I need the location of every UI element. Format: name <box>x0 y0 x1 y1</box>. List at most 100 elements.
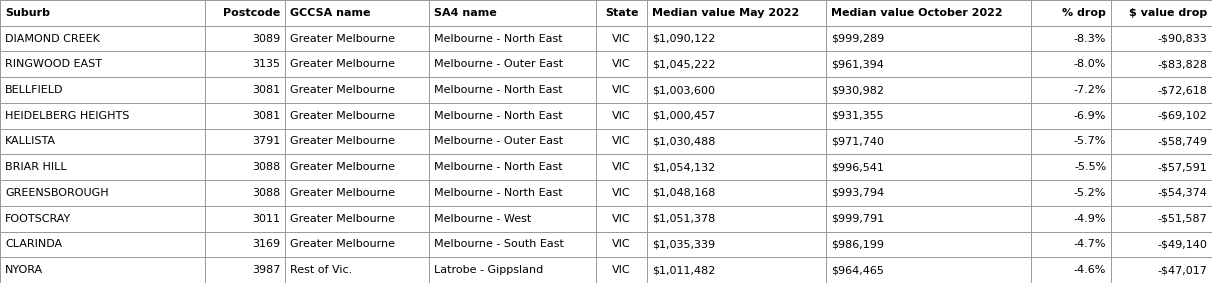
Bar <box>0 154 1212 180</box>
Text: $930,982: $930,982 <box>831 85 884 95</box>
Text: -$49,140: -$49,140 <box>1157 239 1207 249</box>
Text: -$51,587: -$51,587 <box>1157 214 1207 224</box>
Text: VIC: VIC <box>612 239 631 249</box>
Text: $ value drop: $ value drop <box>1128 8 1207 18</box>
Text: $1,011,482: $1,011,482 <box>652 265 715 275</box>
Text: -4.6%: -4.6% <box>1074 265 1107 275</box>
Text: BRIAR HILL: BRIAR HILL <box>5 162 67 172</box>
Text: $931,355: $931,355 <box>831 111 884 121</box>
Text: -4.7%: -4.7% <box>1074 239 1107 249</box>
Text: 3081: 3081 <box>252 85 280 95</box>
Text: $961,394: $961,394 <box>831 59 884 69</box>
Text: KALLISTA: KALLISTA <box>5 136 56 147</box>
Text: $1,030,488: $1,030,488 <box>652 136 715 147</box>
Text: HEIDELBERG HEIGHTS: HEIDELBERG HEIGHTS <box>5 111 130 121</box>
Text: Greater Melbourne: Greater Melbourne <box>291 162 395 172</box>
Text: 3089: 3089 <box>252 34 280 44</box>
Text: BELLFIELD: BELLFIELD <box>5 85 63 95</box>
Text: -5.7%: -5.7% <box>1074 136 1107 147</box>
Bar <box>0 129 1212 154</box>
Text: 3791: 3791 <box>252 136 280 147</box>
Text: $1,090,122: $1,090,122 <box>652 34 715 44</box>
Text: $1,051,378: $1,051,378 <box>652 214 715 224</box>
Text: Greater Melbourne: Greater Melbourne <box>291 111 395 121</box>
Text: $1,003,600: $1,003,600 <box>652 85 715 95</box>
Text: -$72,618: -$72,618 <box>1157 85 1207 95</box>
Text: VIC: VIC <box>612 188 631 198</box>
Bar <box>0 26 1212 52</box>
Text: $996,541: $996,541 <box>831 162 884 172</box>
Text: Melbourne - Outer East: Melbourne - Outer East <box>434 136 562 147</box>
Text: Latrobe - Gippsland: Latrobe - Gippsland <box>434 265 543 275</box>
Text: Suburb: Suburb <box>5 8 50 18</box>
Text: $1,000,457: $1,000,457 <box>652 111 715 121</box>
Text: Postcode: Postcode <box>223 8 280 18</box>
Text: VIC: VIC <box>612 136 631 147</box>
Text: -$57,591: -$57,591 <box>1157 162 1207 172</box>
Text: Greater Melbourne: Greater Melbourne <box>291 59 395 69</box>
Text: Greater Melbourne: Greater Melbourne <box>291 188 395 198</box>
Text: $999,289: $999,289 <box>831 34 885 44</box>
Text: -5.5%: -5.5% <box>1074 162 1107 172</box>
Text: Melbourne - North East: Melbourne - North East <box>434 111 562 121</box>
Text: 3088: 3088 <box>252 188 280 198</box>
Text: $1,045,222: $1,045,222 <box>652 59 715 69</box>
Text: $971,740: $971,740 <box>831 136 884 147</box>
Text: -8.3%: -8.3% <box>1074 34 1107 44</box>
Text: -$54,374: -$54,374 <box>1157 188 1207 198</box>
Text: $964,465: $964,465 <box>831 265 884 275</box>
Text: State: State <box>605 8 639 18</box>
Text: -$90,833: -$90,833 <box>1157 34 1207 44</box>
Bar <box>0 257 1212 283</box>
Text: Melbourne - North East: Melbourne - North East <box>434 162 562 172</box>
Text: Rest of Vic.: Rest of Vic. <box>291 265 353 275</box>
Text: Median value October 2022: Median value October 2022 <box>831 8 1002 18</box>
Bar <box>0 206 1212 231</box>
Text: 3011: 3011 <box>252 214 280 224</box>
Text: GCCSA name: GCCSA name <box>291 8 371 18</box>
Text: -4.9%: -4.9% <box>1074 214 1107 224</box>
Text: % drop: % drop <box>1063 8 1107 18</box>
Text: VIC: VIC <box>612 265 631 275</box>
Text: Melbourne - South East: Melbourne - South East <box>434 239 564 249</box>
Text: Melbourne - West: Melbourne - West <box>434 214 531 224</box>
Text: FOOTSCRAY: FOOTSCRAY <box>5 214 72 224</box>
Text: Greater Melbourne: Greater Melbourne <box>291 34 395 44</box>
Bar <box>0 77 1212 103</box>
Text: -5.2%: -5.2% <box>1074 188 1107 198</box>
Text: 3169: 3169 <box>252 239 280 249</box>
Text: VIC: VIC <box>612 85 631 95</box>
Text: 3135: 3135 <box>252 59 280 69</box>
Text: $1,054,132: $1,054,132 <box>652 162 715 172</box>
Text: -$83,828: -$83,828 <box>1157 59 1207 69</box>
Text: $986,199: $986,199 <box>831 239 884 249</box>
Text: $999,791: $999,791 <box>831 214 884 224</box>
Text: -$69,102: -$69,102 <box>1157 111 1207 121</box>
Bar <box>0 0 1212 26</box>
Text: RINGWOOD EAST: RINGWOOD EAST <box>5 59 102 69</box>
Text: VIC: VIC <box>612 34 631 44</box>
Text: 3088: 3088 <box>252 162 280 172</box>
Bar <box>0 180 1212 206</box>
Text: -$47,017: -$47,017 <box>1157 265 1207 275</box>
Bar <box>0 52 1212 77</box>
Text: Melbourne - North East: Melbourne - North East <box>434 85 562 95</box>
Text: Greater Melbourne: Greater Melbourne <box>291 239 395 249</box>
Text: -8.0%: -8.0% <box>1074 59 1107 69</box>
Text: 3987: 3987 <box>252 265 280 275</box>
Text: $1,048,168: $1,048,168 <box>652 188 715 198</box>
Text: CLARINDA: CLARINDA <box>5 239 62 249</box>
Text: VIC: VIC <box>612 59 631 69</box>
Text: SA4 name: SA4 name <box>434 8 497 18</box>
Bar <box>0 103 1212 129</box>
Text: -7.2%: -7.2% <box>1074 85 1107 95</box>
Text: NYORA: NYORA <box>5 265 44 275</box>
Text: Melbourne - North East: Melbourne - North East <box>434 188 562 198</box>
Bar <box>0 231 1212 257</box>
Text: Melbourne - Outer East: Melbourne - Outer East <box>434 59 562 69</box>
Text: VIC: VIC <box>612 111 631 121</box>
Text: DIAMOND CREEK: DIAMOND CREEK <box>5 34 99 44</box>
Text: 3081: 3081 <box>252 111 280 121</box>
Text: $1,035,339: $1,035,339 <box>652 239 715 249</box>
Text: Melbourne - North East: Melbourne - North East <box>434 34 562 44</box>
